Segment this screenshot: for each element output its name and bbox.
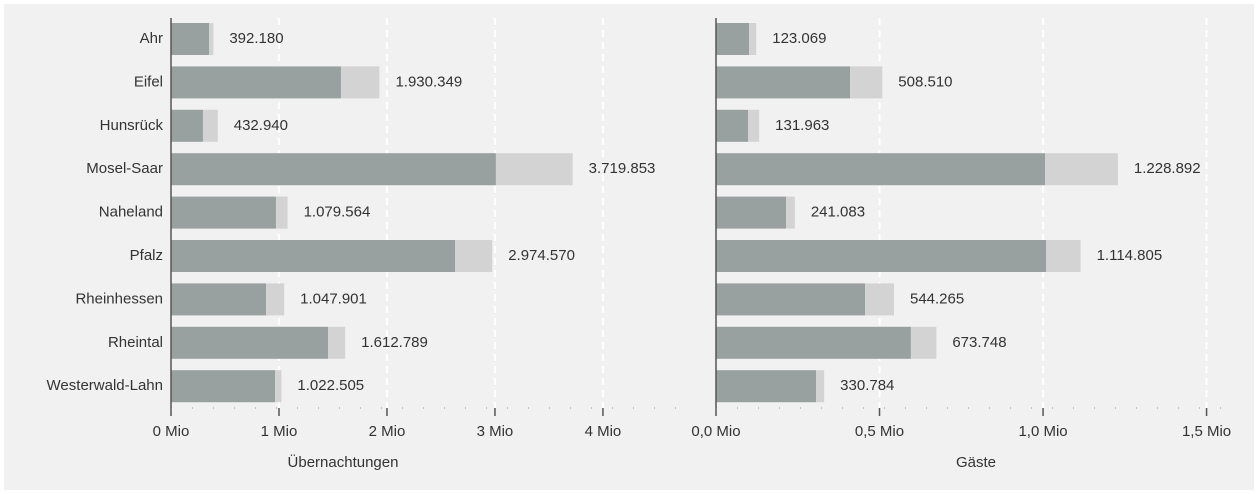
category-label: Naheland: [99, 204, 163, 221]
bar-segment: [716, 240, 1046, 272]
bar-segment: [716, 109, 749, 142]
bar-segment: [716, 23, 750, 55]
x-tick-label: 1 Mio: [261, 423, 298, 440]
bar-segment: [495, 153, 573, 186]
bar-segment: [171, 153, 496, 186]
total-label: 392.180: [229, 30, 283, 47]
x-axis-label: Übernachtungen: [288, 453, 399, 471]
bar-segment: [748, 109, 760, 142]
category-label: Rheintal: [108, 334, 163, 351]
total-label: 1.612.789: [361, 334, 428, 351]
category-label: Ahr: [140, 30, 163, 47]
bar-segment: [1045, 240, 1081, 272]
bar-segment: [865, 283, 894, 316]
total-label: 1.930.349: [395, 73, 462, 90]
bar-segment: [171, 370, 275, 403]
bar-segment: [1045, 153, 1118, 186]
x-tick-label: 0,0 Mio: [691, 423, 740, 440]
total-label: 1.022.505: [297, 377, 364, 394]
total-label: 2.974.570: [508, 247, 575, 264]
total-label: 1.228.892: [1134, 160, 1201, 177]
bar-segment: [202, 109, 218, 142]
x-tick-label: 3 Mio: [477, 423, 514, 440]
total-label: 1.079.564: [304, 204, 371, 221]
bar-segment: [274, 370, 282, 403]
bar-segment: [716, 196, 786, 229]
bar-segment: [328, 326, 346, 359]
category-label: Westerwald-Lahn: [47, 377, 163, 394]
x-tick-label: 1,5 Mio: [1182, 423, 1231, 440]
total-label: 432.940: [234, 117, 288, 134]
total-label: 508.510: [898, 73, 952, 90]
bar-segment: [209, 23, 214, 55]
total-label: 1.047.901: [300, 290, 367, 307]
bar-segment: [454, 240, 493, 272]
total-label: 544.265: [910, 290, 964, 307]
bar-segment: [171, 23, 210, 55]
bar-segment: [716, 370, 817, 403]
total-label: 241.083: [811, 204, 865, 221]
bar-segment: [716, 326, 911, 359]
bar-segment: [716, 153, 1046, 186]
x-tick-label: 1,0 Mio: [1018, 423, 1067, 440]
x-tick-label: 4 Mio: [585, 423, 622, 440]
bar-segment: [749, 23, 757, 55]
bar-segment: [266, 283, 285, 316]
x-tick-label: 2 Mio: [369, 423, 406, 440]
bar-segment: [275, 196, 288, 229]
bar-segment: [171, 66, 341, 99]
category-label: Rheinhessen: [75, 290, 163, 307]
bar-segment: [340, 66, 380, 99]
bar-segment: [910, 326, 937, 359]
bar-segment: [171, 196, 276, 229]
bar-segment: [171, 283, 267, 316]
total-label: 123.069: [772, 30, 826, 47]
total-label: 1.114.805: [1097, 247, 1163, 264]
bar-segment: [816, 370, 825, 403]
total-label: 330.784: [840, 377, 894, 394]
bar-segment: [850, 66, 883, 99]
bar-segment: [171, 240, 455, 272]
bar-segment: [171, 109, 203, 142]
x-tick-label: 0 Mio: [153, 423, 190, 440]
category-label: Mosel-Saar: [86, 160, 163, 177]
category-label: Eifel: [134, 73, 163, 90]
bar-segment: [785, 196, 795, 229]
x-axis-label: Gäste: [956, 454, 996, 471]
total-label: 3.719.853: [589, 160, 656, 177]
bar-segment: [716, 283, 866, 316]
category-label: Hunsrück: [100, 117, 164, 134]
bar-segment: [171, 326, 329, 359]
total-label: 673.748: [952, 334, 1006, 351]
x-tick-label: 0,5 Mio: [855, 423, 904, 440]
category-label: Pfalz: [130, 247, 163, 264]
total-label: 131.963: [775, 117, 829, 134]
bar-segment: [716, 66, 851, 99]
